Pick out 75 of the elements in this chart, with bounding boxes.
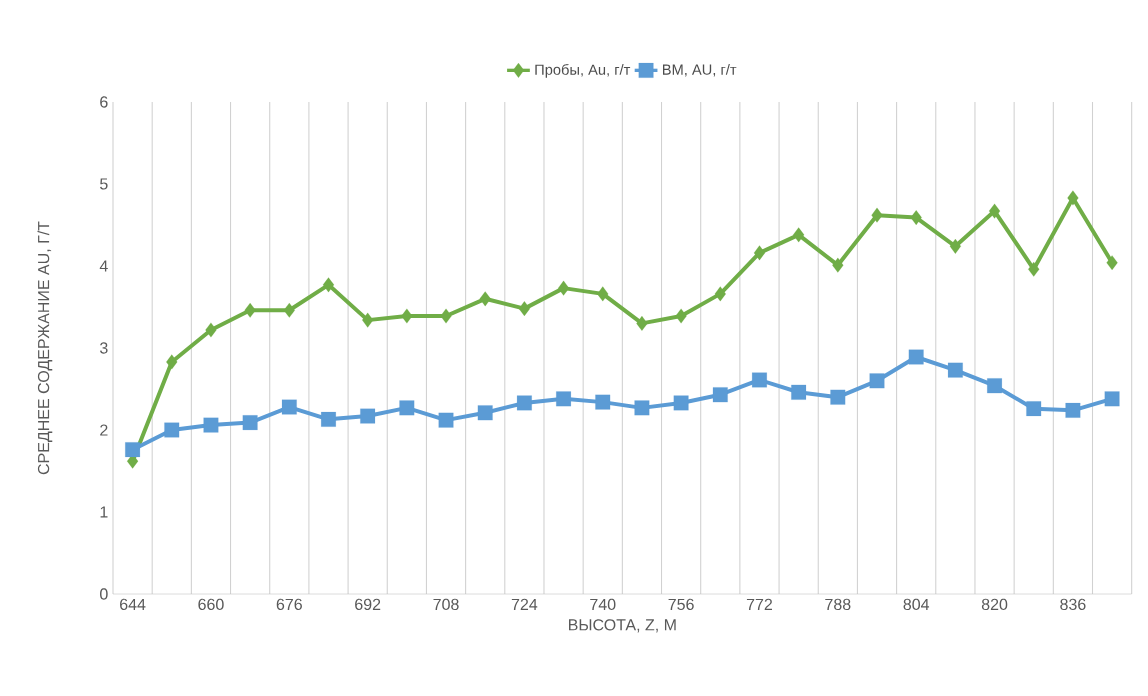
point bbox=[830, 389, 846, 405]
x-tick-label: 692 bbox=[355, 598, 381, 611]
point bbox=[322, 277, 335, 293]
x-tick-label: 660 bbox=[198, 598, 224, 611]
point bbox=[203, 417, 219, 433]
point bbox=[516, 395, 532, 411]
point bbox=[636, 315, 648, 331]
point bbox=[164, 422, 180, 438]
y-tick-label: 5 bbox=[100, 178, 108, 190]
x-tick-label: 740 bbox=[590, 598, 616, 611]
point bbox=[479, 291, 491, 307]
point bbox=[910, 210, 922, 226]
x-tick-label: 644 bbox=[120, 598, 146, 611]
y-tick-label: 4 bbox=[99, 260, 108, 272]
point bbox=[1065, 402, 1081, 418]
point bbox=[401, 308, 413, 324]
y-tick-label: 3 bbox=[100, 342, 108, 354]
legend-label: ВМ, AU, г/т bbox=[663, 64, 737, 77]
point bbox=[1028, 261, 1040, 277]
x-tick-label: 724 bbox=[511, 598, 538, 610]
point bbox=[1067, 190, 1079, 206]
point bbox=[281, 399, 297, 415]
point bbox=[399, 400, 415, 416]
point bbox=[714, 286, 726, 302]
point bbox=[675, 308, 687, 324]
y-tick-label: 2 bbox=[100, 424, 108, 436]
point bbox=[987, 378, 1002, 394]
point bbox=[557, 280, 570, 296]
point bbox=[752, 372, 767, 388]
point bbox=[673, 395, 689, 411]
point bbox=[988, 203, 1001, 219]
point bbox=[166, 354, 178, 370]
point bbox=[832, 257, 844, 273]
point bbox=[205, 322, 217, 338]
point bbox=[440, 308, 452, 324]
point bbox=[949, 238, 961, 254]
point bbox=[556, 391, 571, 407]
point bbox=[597, 286, 609, 302]
point bbox=[947, 362, 963, 378]
point bbox=[438, 412, 454, 428]
x-tick-label: 804 bbox=[903, 598, 930, 611]
point bbox=[1104, 391, 1120, 407]
point bbox=[362, 312, 374, 328]
x-tick-label: 708 bbox=[433, 598, 459, 611]
legend-label: Пробы, Au, г/т bbox=[535, 63, 631, 78]
point bbox=[753, 245, 766, 261]
point bbox=[869, 373, 885, 389]
x-tick-label: 676 bbox=[276, 598, 302, 611]
y-tick-label: 1 bbox=[100, 506, 108, 518]
point bbox=[1106, 255, 1118, 271]
point bbox=[244, 302, 256, 318]
point bbox=[477, 405, 493, 421]
x-tick-label: 788 bbox=[825, 598, 851, 611]
point bbox=[242, 415, 258, 431]
x-axis-title: ВЫСОТА, Z, М bbox=[569, 619, 676, 633]
point bbox=[908, 349, 924, 365]
point bbox=[1026, 401, 1042, 417]
point bbox=[321, 411, 336, 427]
point bbox=[283, 302, 295, 318]
point bbox=[712, 387, 728, 403]
point bbox=[360, 408, 376, 424]
x-tick-label: 820 bbox=[981, 598, 1008, 611]
x-tick-label: 772 bbox=[746, 598, 773, 610]
point bbox=[634, 400, 650, 416]
x-tick-label: 836 bbox=[1060, 598, 1086, 611]
x-tick-label: 756 bbox=[668, 598, 694, 611]
point bbox=[791, 384, 807, 400]
point bbox=[125, 442, 141, 458]
point bbox=[793, 227, 805, 243]
point bbox=[871, 207, 883, 223]
y-tick-label: 0 bbox=[100, 588, 108, 600]
y-tick-label: 6 bbox=[100, 96, 108, 108]
y-axis-title: СРЕДНЕЕ СОДЕРЖАНИЕ AU, Г/Т bbox=[37, 221, 53, 475]
point bbox=[595, 394, 611, 410]
point bbox=[518, 301, 530, 317]
